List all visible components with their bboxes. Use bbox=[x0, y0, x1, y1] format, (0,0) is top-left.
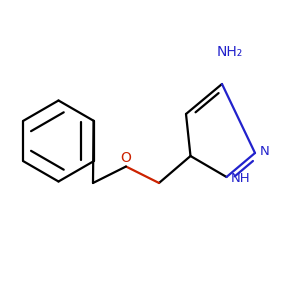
Text: NH₂: NH₂ bbox=[216, 44, 243, 58]
Text: NH: NH bbox=[231, 172, 250, 185]
Text: N: N bbox=[260, 145, 269, 158]
Text: O: O bbox=[121, 151, 131, 165]
